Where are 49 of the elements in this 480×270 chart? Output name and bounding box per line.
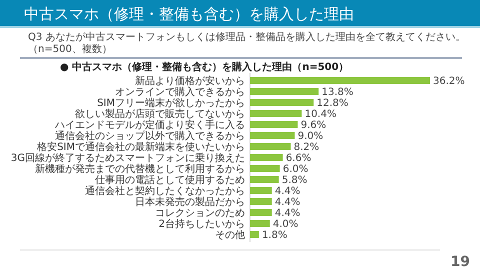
data-label: 6.0%	[282, 164, 308, 175]
bar	[250, 88, 319, 95]
data-label: 5.8%	[282, 175, 308, 186]
bar	[250, 198, 272, 205]
annotation: ● 中古スマホ（修理・整備も含む）を購入した理由（n=500）	[60, 61, 349, 73]
bar	[250, 99, 314, 106]
data-label: 9.6%	[300, 120, 326, 131]
bar	[250, 220, 270, 227]
data-label: 6.6%	[286, 153, 312, 164]
chart-title: 中古スマホ（修理・整備も含む）を購入した理由	[24, 5, 354, 23]
bar	[250, 154, 283, 161]
bar	[250, 77, 430, 84]
bar	[250, 231, 259, 238]
data-label: 4.4%	[274, 208, 300, 219]
data-label: 36.2%	[433, 76, 465, 87]
bar	[250, 165, 280, 172]
data-label: 4.4%	[274, 197, 300, 208]
bar	[250, 143, 291, 150]
chart-subtitle: Q3 あなたが中古スマートフォンもしくは修理品・整備品を購入した理由を全て教えてください。（n=500、複数）	[28, 31, 466, 55]
bar	[250, 132, 295, 139]
y-tick-label: オンラインで購入できるから	[115, 86, 245, 98]
bar	[250, 209, 272, 216]
y-tick-label: 3G回線が終了するためスマートフォンに乗り換えた	[10, 152, 245, 164]
y-tick-label: その他	[215, 229, 245, 241]
data-label: 13.8%	[322, 87, 354, 98]
data-label: 9.0%	[298, 131, 324, 142]
y-tick-label: SIMフリー端末が欲しかったから	[97, 97, 245, 109]
y-tick-label: 通信会社のショップ以外で購入できるから	[55, 130, 245, 142]
y-tick-label: ハイエンドモデルが定価より安く手に入る	[54, 119, 245, 131]
y-tick-label: 新機種が発売までの代替機として利用するから	[35, 163, 245, 175]
data-label: 8.2%	[294, 142, 320, 153]
y-tick-label: 欲しい製品が店頭で販売してないから	[75, 108, 245, 120]
data-label: 12.8%	[316, 98, 348, 109]
bar	[250, 176, 279, 183]
y-tick-label: 仕事用の電話として使用するため	[95, 174, 245, 186]
y-tick-label: 通信会社と契約したくなかったから	[85, 185, 245, 197]
y-tick-label: 2台持ちしたいから	[158, 218, 245, 230]
bar	[250, 110, 302, 117]
data-label: 4.0%	[272, 219, 298, 230]
data-label: 10.4%	[304, 109, 336, 120]
bar	[250, 121, 298, 128]
y-tick-label: 格安SIMで通信会社の最新端末を使いたいから	[36, 141, 245, 153]
y-tick-label: コレクションのため	[155, 208, 245, 219]
bar	[250, 187, 272, 194]
data-label: 4.4%	[274, 186, 300, 197]
y-tick-label: 新品より価格が安いから	[135, 75, 245, 87]
text: 19	[450, 254, 470, 270]
data-label: 1.8%	[262, 230, 288, 241]
y-tick-label: 日本未発売の製品だから	[135, 196, 245, 208]
